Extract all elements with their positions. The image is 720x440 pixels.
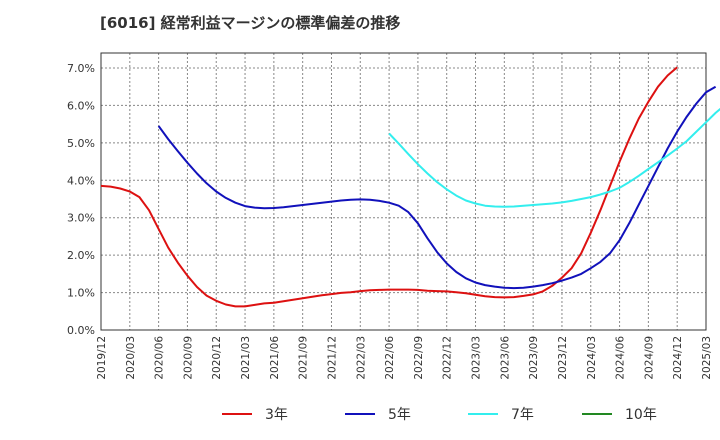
- y-tick-label: 2.0%: [67, 249, 95, 262]
- y-tick-label: 4.0%: [67, 174, 95, 187]
- x-tick-label: 2020/09: [182, 336, 194, 380]
- x-tick-label: 2021/03: [240, 336, 252, 380]
- y-tick-label: 0.0%: [67, 324, 95, 337]
- x-tick-label: 2024/12: [672, 336, 684, 380]
- x-tick-label: 2022/12: [442, 336, 454, 380]
- legend-label: 10年: [625, 407, 657, 423]
- series-line-1: [157, 85, 717, 290]
- y-tick-label: 7.0%: [67, 62, 95, 75]
- x-axis-ticks: 2019/12 2020/03 2020/06 2020/09 2020/12 2021/…: [96, 336, 713, 380]
- legend-label: 7年: [511, 407, 534, 423]
- x-tick-label: 2025/03: [701, 336, 713, 380]
- series-line-2: [388, 107, 720, 208]
- y-tick-label: 6.0%: [67, 99, 95, 112]
- y-tick-label: 3.0%: [67, 212, 95, 225]
- chart-title: [6016] 経常利益マージンの標準偏差の推移: [100, 14, 401, 32]
- x-tick-label: 2022/06: [384, 336, 396, 380]
- legend-label: 5年: [388, 407, 411, 423]
- x-tick-label: 2020/06: [154, 336, 166, 380]
- legend: 3年 5年 7年 10年: [222, 407, 657, 423]
- legend-label: 3年: [265, 407, 288, 423]
- x-tick-label: 2021/09: [298, 336, 310, 380]
- series-lines: [100, 66, 720, 308]
- x-tick-label: 2021/06: [269, 336, 281, 380]
- x-tick-label: 2024/09: [643, 336, 655, 380]
- x-tick-label: 2021/12: [326, 336, 338, 380]
- x-tick-label: 2023/06: [499, 336, 511, 380]
- x-tick-label: 2020/12: [211, 336, 223, 380]
- x-tick-label: 2019/12: [96, 336, 108, 380]
- x-tick-label: 2022/03: [355, 336, 367, 380]
- x-tick-label: 2022/09: [413, 336, 425, 380]
- x-tick-label: 2024/06: [615, 336, 627, 380]
- y-tick-label: 5.0%: [67, 137, 95, 150]
- y-axis-ticks: 0.0% 1.0% 2.0% 3.0% 4.0% 5.0% 6.0% 7.0%: [67, 62, 95, 337]
- grid-lines: [100, 53, 707, 331]
- x-tick-label: 2024/03: [586, 336, 598, 380]
- x-tick-label: 2023/12: [557, 336, 569, 380]
- series-line-0: [100, 66, 678, 308]
- x-tick-label: 2023/03: [471, 336, 483, 380]
- y-tick-label: 1.0%: [67, 287, 95, 300]
- plot-area-frame: [100, 52, 707, 331]
- x-tick-label: 2020/03: [125, 336, 137, 380]
- x-tick-label: 2023/09: [528, 336, 540, 380]
